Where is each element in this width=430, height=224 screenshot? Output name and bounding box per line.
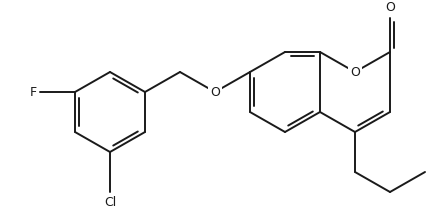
Text: O: O	[210, 86, 220, 99]
Text: O: O	[385, 1, 395, 14]
Text: O: O	[350, 65, 360, 78]
Text: F: F	[30, 86, 37, 99]
Text: Cl: Cl	[104, 196, 116, 209]
